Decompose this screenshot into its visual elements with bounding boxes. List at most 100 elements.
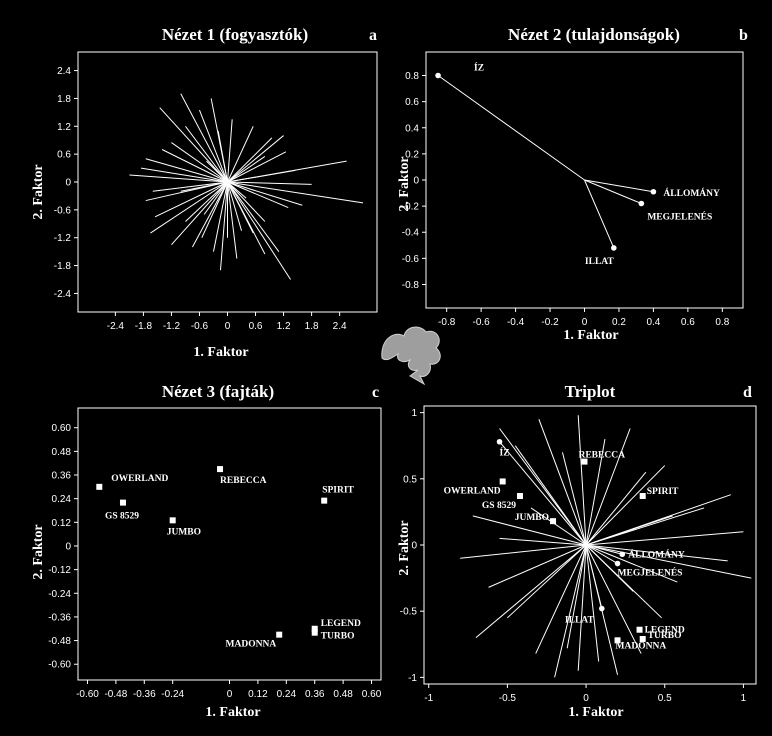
consumer-vector xyxy=(227,135,284,183)
variety-point xyxy=(119,499,126,506)
y-tick-label: 0.5 xyxy=(403,474,417,485)
consumer-vector xyxy=(566,544,587,649)
y-tick-label: 0.8 xyxy=(405,71,419,82)
y-tick-label: -0.24 xyxy=(48,589,71,600)
consumer-vector xyxy=(212,181,228,252)
consumer-vector xyxy=(475,544,587,639)
consumer-vector xyxy=(203,181,228,215)
panel-d-xlabel: 1. Faktor xyxy=(568,705,623,720)
y-tick-label: -0.60 xyxy=(48,660,71,671)
variety-point xyxy=(639,635,646,642)
consumer-vector xyxy=(159,107,228,183)
consumer-vector xyxy=(585,465,666,546)
x-tick-label: -1.8 xyxy=(135,321,153,332)
panel-c-ylabel: 2. Faktor xyxy=(31,524,46,579)
x-tick-label: -0.60 xyxy=(76,689,99,700)
y-tick-label: -1 xyxy=(408,673,417,684)
consumer-vector xyxy=(192,181,228,248)
panel-c-xlabel: 1. Faktor xyxy=(205,705,260,720)
attribute-point xyxy=(435,72,441,79)
x-tick-label: -0.8 xyxy=(438,317,456,328)
x-tick-label: 0.6 xyxy=(681,317,695,328)
attribute-vector xyxy=(584,179,615,249)
consumer-vector xyxy=(150,181,228,234)
consumer-vector xyxy=(585,544,642,654)
consumer-vector xyxy=(199,109,228,183)
y-tick-label: -0.8 xyxy=(402,280,420,291)
panel-c: -0.60 -0.48 -0.36 -0.24 0 0.12 0.24 0.36 0.48 0.6… xyxy=(48,407,382,700)
consumer-vector xyxy=(585,544,634,592)
variety-point xyxy=(96,483,103,490)
panel-b-title: Nézet 2 (tulajdonságok) xyxy=(508,25,680,44)
variety-point xyxy=(321,497,328,504)
y-tick-label: -0.5 xyxy=(400,607,418,618)
x-tick-label: -0.2 xyxy=(541,317,559,328)
y-tick-label: 0.6 xyxy=(57,150,71,161)
consumer-vector xyxy=(140,167,228,183)
consumer-vector xyxy=(586,531,744,546)
consumer-vector xyxy=(171,142,228,183)
panel-b-ylabel: 2. Faktor xyxy=(397,156,412,211)
y-tick-label: 0.4 xyxy=(405,123,419,134)
consumer-vector xyxy=(530,507,587,546)
variety-label: MADONNA xyxy=(616,641,667,651)
variety-label: SPIRIT xyxy=(322,486,354,496)
attribute-label: ÁLLOMÁNY xyxy=(663,187,720,199)
swirl-arrow-icon xyxy=(381,326,441,386)
attribute-label: MEGJELENÉS xyxy=(618,567,683,579)
variety-label: GS 8529 xyxy=(105,512,139,522)
x-tick-label: 1.2 xyxy=(277,321,291,332)
consumer-vector xyxy=(219,181,228,271)
x-tick-label: 1 xyxy=(741,693,747,704)
consumer-vector xyxy=(152,181,228,192)
x-tick-label: -0.6 xyxy=(191,321,209,332)
panel-a-xlabel: 1. Faktor xyxy=(193,345,248,360)
variety-point xyxy=(276,631,283,638)
panel-d-ylabel: 2. Faktor xyxy=(397,520,412,575)
variety-label: LEGEND xyxy=(645,626,685,636)
x-tick-label: 2.4 xyxy=(333,321,347,332)
x-tick-label: -0.6 xyxy=(473,317,491,328)
consumer-vector xyxy=(227,181,303,206)
variety-point xyxy=(311,629,318,636)
consumer-vector xyxy=(227,181,242,231)
consumer-vector xyxy=(460,544,587,559)
attribute-point xyxy=(496,438,503,445)
panel-a-letter: a xyxy=(369,27,377,44)
x-tick-label: -0.5 xyxy=(499,693,517,704)
x-tick-label: -0.24 xyxy=(161,689,184,700)
variety-point xyxy=(499,478,506,485)
x-tick-label: 0.6 xyxy=(249,321,263,332)
attribute-label: ÍZ xyxy=(474,62,484,74)
consumer-vector xyxy=(227,181,291,280)
panel-d-letter: d xyxy=(743,384,752,401)
variety-label: REBECCA xyxy=(578,451,625,461)
attribute-vector xyxy=(585,544,603,609)
y-tick-label: 0 xyxy=(411,541,417,552)
consumer-vector xyxy=(161,149,228,183)
panel-a-title: Nézet 1 (fogyasztók) xyxy=(162,25,308,44)
x-tick-label: -0.36 xyxy=(133,689,156,700)
consumer-vector xyxy=(227,181,364,204)
variety-label: MADONNA xyxy=(226,640,277,650)
y-tick-label: -0.36 xyxy=(48,612,71,623)
x-tick-label: 0.36 xyxy=(305,689,325,700)
consumer-vector xyxy=(227,181,254,234)
consumer-vector xyxy=(185,125,228,183)
y-tick-label: 0.12 xyxy=(52,518,72,529)
consumer-vector xyxy=(227,126,254,183)
consumer-vector xyxy=(585,439,606,546)
variety-point xyxy=(636,626,643,633)
y-tick-label: -0.48 xyxy=(48,636,71,647)
consumer-vector xyxy=(585,544,752,579)
panel-b: -0.8 -0.6 -0.4 -0.2 0 0.2 0.4 0.6 0.8 0.8 0.6 0.4 0.… xyxy=(402,51,744,328)
consumer-vector xyxy=(561,452,587,546)
consumer-vector xyxy=(145,158,228,183)
x-tick-label: 1.8 xyxy=(305,321,319,332)
attribute-label: ÍZ xyxy=(500,447,510,459)
y-tick-label: 1.8 xyxy=(57,94,71,105)
consumer-vector xyxy=(201,181,228,238)
consumer-vector xyxy=(227,181,247,199)
variety-point xyxy=(550,518,557,525)
consumer-vector xyxy=(499,537,587,546)
